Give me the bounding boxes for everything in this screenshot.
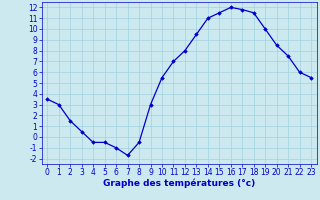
X-axis label: Graphe des températures (°c): Graphe des températures (°c) xyxy=(103,179,255,188)
